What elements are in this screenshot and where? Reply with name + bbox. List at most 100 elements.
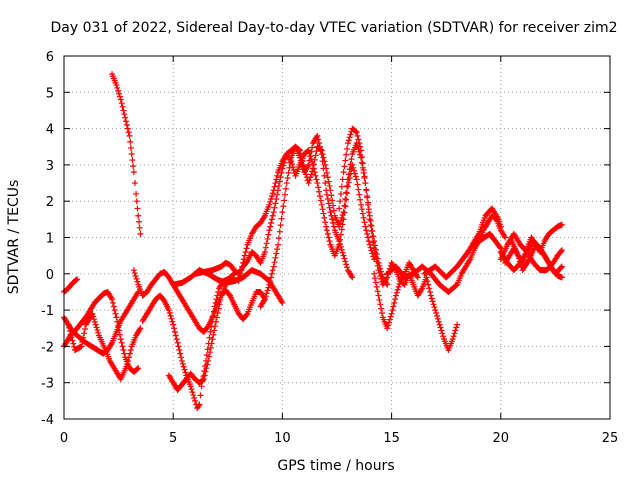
data-point	[178, 354, 185, 361]
data-point	[323, 169, 330, 176]
data-point	[262, 293, 269, 300]
data-point	[367, 244, 374, 251]
data-point	[310, 161, 317, 168]
data-point	[171, 328, 178, 335]
data-point	[358, 201, 365, 208]
data-point	[268, 274, 275, 281]
data-point	[336, 223, 343, 230]
data-point	[428, 295, 435, 302]
data-point	[341, 202, 348, 209]
data-point	[343, 261, 350, 268]
data-point	[81, 325, 88, 332]
data-point	[79, 339, 86, 346]
chart-title: Day 031 of 2022, Sidereal Day-to-day VTE…	[51, 20, 618, 36]
data-point	[395, 283, 402, 290]
data-point	[320, 154, 327, 161]
data-point	[271, 204, 278, 211]
data-point	[437, 324, 444, 331]
data-point	[283, 180, 290, 187]
data-point	[316, 140, 323, 147]
data-point	[278, 215, 285, 222]
data-point	[558, 247, 565, 254]
data-point	[318, 147, 325, 154]
data-point	[344, 140, 351, 147]
data-point	[324, 196, 331, 203]
data-point	[392, 292, 399, 299]
data-point	[170, 321, 177, 328]
data-point	[312, 152, 319, 159]
data-point	[263, 240, 270, 247]
data-point	[338, 246, 345, 253]
data-point	[496, 244, 503, 251]
data-point	[94, 327, 101, 334]
data-point	[69, 337, 76, 344]
data-point	[261, 249, 268, 256]
data-point	[337, 220, 344, 227]
data-point	[275, 187, 282, 194]
data-point	[281, 159, 288, 166]
data-point	[389, 307, 396, 314]
data-point	[356, 191, 363, 198]
data-point	[322, 180, 329, 187]
data-point	[200, 376, 207, 383]
data-point	[206, 349, 213, 356]
data-point	[78, 343, 85, 350]
data-point	[370, 253, 377, 260]
data-point	[267, 198, 274, 205]
data-point	[230, 271, 237, 278]
data-point	[330, 223, 337, 230]
data-point	[125, 357, 132, 364]
data-point	[346, 166, 353, 173]
data-point	[344, 182, 351, 189]
data-point	[115, 87, 122, 94]
data-point	[263, 290, 270, 297]
data-point	[362, 223, 369, 230]
data-point	[319, 206, 326, 213]
data-point	[330, 202, 337, 209]
data-point	[266, 227, 273, 234]
data-point	[166, 310, 173, 317]
data-point	[362, 180, 369, 187]
data-point	[320, 210, 327, 217]
data-point	[365, 234, 372, 241]
data-point	[370, 233, 377, 240]
data-point	[177, 350, 184, 357]
data-point	[175, 343, 182, 350]
data-point	[135, 218, 142, 225]
data-point	[321, 214, 328, 221]
series-track-7	[139, 274, 236, 412]
data-point	[360, 166, 367, 173]
data-point	[322, 219, 329, 226]
data-point	[314, 180, 321, 187]
data-point	[165, 307, 172, 314]
data-point	[173, 336, 180, 343]
series-track-5	[109, 71, 144, 237]
data-point	[91, 318, 98, 325]
data-point	[302, 168, 309, 175]
data-point	[298, 154, 305, 161]
data-point	[558, 274, 565, 281]
data-point	[426, 285, 433, 292]
data-point	[311, 169, 318, 176]
data-point	[305, 180, 312, 187]
data-point	[135, 365, 142, 372]
data-point	[81, 330, 88, 337]
data-point	[274, 191, 281, 198]
data-point	[268, 216, 275, 223]
data-point	[280, 203, 287, 210]
data-point	[169, 318, 176, 325]
data-point	[241, 252, 248, 259]
data-point	[271, 183, 278, 190]
data-point	[275, 235, 282, 242]
data-point	[133, 198, 140, 205]
data-point	[266, 281, 273, 288]
data-point	[329, 216, 336, 223]
data-point	[372, 275, 379, 282]
data-point	[364, 230, 371, 237]
data-point	[364, 194, 371, 201]
data-point	[305, 147, 312, 154]
data-point	[368, 227, 375, 234]
data-point	[135, 212, 142, 219]
data-point	[346, 134, 353, 141]
